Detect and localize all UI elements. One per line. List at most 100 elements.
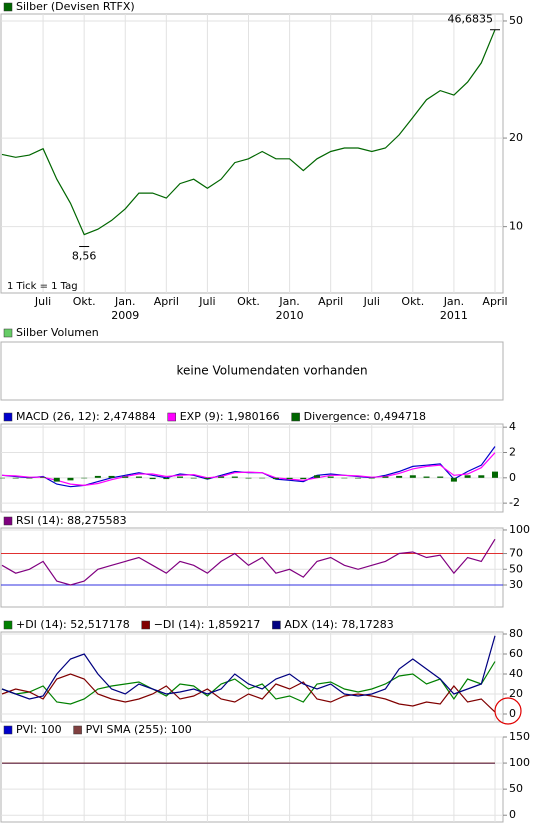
- divergence-bar: [286, 477, 293, 480]
- divergence-bar: [94, 475, 101, 478]
- y-tick-label: 50: [509, 782, 523, 795]
- y-tick-label: 20: [509, 687, 523, 700]
- divergence-bar: [423, 476, 430, 478]
- x-tick-label: Juli: [34, 295, 51, 308]
- divergence-bar: [108, 475, 115, 478]
- series-line: [1, 673, 496, 713]
- divergence-bar: [492, 471, 498, 478]
- y-tick-label: 60: [509, 647, 523, 660]
- y-tick-label: 4: [509, 420, 516, 433]
- x-tick-label: Okt.: [237, 295, 260, 308]
- divergence-bar: [300, 477, 307, 480]
- x-year-label: 2011: [440, 309, 468, 322]
- divergence-bar: [0, 477, 5, 479]
- divergence-bar: [40, 477, 47, 478]
- panel-frame: [0, 631, 504, 723]
- legend-swatch: [272, 620, 281, 630]
- divergence-bar: [259, 477, 266, 479]
- y-tick-label: 0: [509, 471, 516, 484]
- y-tick-label: -2: [509, 496, 520, 509]
- divergence-bar: [464, 475, 471, 478]
- series-line: [1, 661, 496, 705]
- divergence-bar: [450, 477, 457, 482]
- y-tick-label: 80: [509, 627, 523, 640]
- series-line: [1, 635, 496, 700]
- y-tick-label: 40: [509, 667, 523, 680]
- divergence-bar: [53, 477, 60, 482]
- annotation-label: 46,6835: [448, 13, 494, 26]
- legend-label: PVI SMA (255): 100: [86, 723, 192, 736]
- x-tick-label: Jan.: [278, 295, 299, 308]
- divergence-bar: [122, 476, 129, 478]
- y-tick-label: 0: [509, 707, 516, 720]
- legend-swatch: [3, 412, 13, 422]
- legend-label: RSI (14): 88,275583: [16, 514, 127, 527]
- y-tick-label: 2: [509, 445, 516, 458]
- y-tick-label: 50: [509, 562, 523, 575]
- legend-label: Silber (Devisen RTFX): [16, 0, 135, 13]
- divergence-bar: [177, 476, 184, 478]
- divergence-bar: [204, 477, 211, 480]
- y-tick-label: 50: [509, 14, 523, 27]
- divergence-bar: [163, 477, 170, 480]
- divergence-bar: [245, 477, 252, 479]
- x-tick-label: Okt.: [73, 295, 96, 308]
- x-tick-label: April: [154, 295, 179, 308]
- legend-swatch: [3, 620, 13, 630]
- legend-swatch: [73, 725, 82, 735]
- panel-frame: [0, 13, 504, 294]
- panel-frame: [0, 423, 504, 513]
- x-tick-label: April: [318, 295, 343, 308]
- legend-label: −DI (14): 1,859217: [154, 618, 261, 631]
- legend-label: PVI: 100: [16, 723, 62, 736]
- series-line: [1, 29, 496, 236]
- legend-label: Silber Volumen: [16, 326, 99, 339]
- footnote: 1 Tick = 1 Tag: [7, 281, 78, 292]
- x-tick-label: Juli: [363, 295, 380, 308]
- legend-label: ADX (14): 78,17283: [284, 618, 393, 631]
- y-tick-label: 70: [509, 547, 523, 560]
- legend-swatch: [3, 516, 13, 526]
- divergence-bar: [313, 475, 320, 478]
- divergence-bar: [382, 476, 389, 478]
- y-tick-label: 100: [509, 756, 530, 769]
- x-tick-label: Jan.: [114, 295, 135, 308]
- y-tick-label: 10: [509, 220, 523, 233]
- legend-label: MACD (26, 12): 2,474884: [16, 410, 156, 423]
- divergence-bar: [355, 477, 362, 479]
- legend-label: EXP (9): 1,980166: [180, 410, 280, 423]
- legend-swatch: [291, 412, 300, 422]
- divergence-bar: [135, 476, 142, 478]
- y-tick-label: 150: [509, 730, 530, 743]
- y-tick-label: 100: [509, 523, 530, 536]
- annotation-label: 8,56: [72, 250, 97, 263]
- x-tick-label: Okt.: [401, 295, 424, 308]
- divergence-bar: [12, 477, 19, 479]
- divergence-bar: [368, 477, 375, 479]
- y-tick-label: 20: [509, 131, 523, 144]
- x-tick-label: April: [482, 295, 507, 308]
- x-year-label: 2010: [276, 309, 304, 322]
- divergence-bar: [341, 477, 348, 479]
- legend-swatch: [3, 2, 13, 12]
- legend-label: Divergence: 0,494718: [304, 410, 426, 423]
- legend-label: +DI (14): 52,517178: [16, 618, 130, 631]
- highlight-circle: [494, 697, 522, 725]
- divergence-bar: [190, 477, 197, 479]
- panel-frame: [0, 736, 504, 823]
- divergence-bar: [231, 476, 238, 478]
- no-data-message: keine Volumendaten vorhanden: [176, 364, 367, 378]
- divergence-bar: [327, 476, 334, 478]
- divergence-bar: [81, 477, 88, 479]
- divergence-bar: [409, 475, 416, 478]
- series-line: [1, 452, 496, 487]
- panel-frame: [0, 341, 504, 401]
- divergence-bar: [437, 476, 444, 478]
- x-year-label: 2009: [111, 309, 139, 322]
- divergence-bar: [396, 475, 403, 478]
- panel-frame: [0, 527, 504, 608]
- y-tick-label: 0: [509, 808, 516, 821]
- legend-swatch: [3, 328, 13, 338]
- x-tick-label: Jan.: [443, 295, 464, 308]
